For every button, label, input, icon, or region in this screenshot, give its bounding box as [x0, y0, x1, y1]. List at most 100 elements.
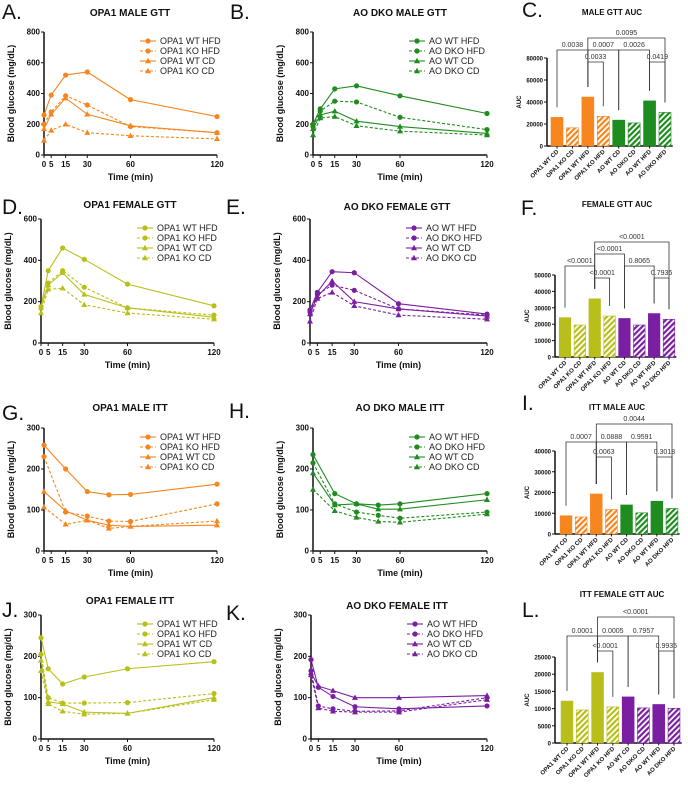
- x-tick-label: 60: [126, 556, 135, 565]
- data-point: [317, 114, 324, 121]
- x-tick-label: 5: [49, 160, 54, 169]
- legend-marker: [145, 434, 151, 440]
- y-tick-label: 100: [24, 693, 38, 702]
- y-tick-label: 600: [296, 58, 310, 67]
- x-tick-label: 30: [352, 160, 361, 169]
- data-point: [62, 94, 69, 101]
- data-point: [124, 309, 131, 316]
- bar: [635, 512, 648, 535]
- panel-f: F. FEMALE GTT AUC 0 10000 20000 30000 40000 500…: [521, 197, 677, 393]
- legend-label: AO WT HFD: [429, 36, 480, 46]
- y-tick-label: 0: [36, 151, 41, 160]
- bar: [621, 696, 635, 744]
- chart-title: AO DKO FEMALE GTT: [344, 202, 451, 213]
- data-point: [310, 469, 316, 476]
- significance-bracket: [656, 456, 673, 499]
- data-point: [45, 268, 51, 274]
- data-point: [484, 496, 490, 502]
- y-tick-label: 200: [293, 297, 307, 306]
- x-tick-label: AO DKO HFD: [637, 149, 669, 181]
- data-point: [351, 287, 357, 293]
- series-opa1-wt-cd: [38, 657, 217, 716]
- data-point: [329, 289, 336, 295]
- data-point: [395, 311, 402, 318]
- bar: [650, 500, 664, 535]
- data-point: [45, 700, 52, 707]
- data-point: [62, 507, 69, 514]
- series-line: [40, 654, 215, 704]
- data-point: [397, 505, 403, 512]
- significance-bracket: [595, 423, 673, 499]
- y-axis-label: AUC: [525, 693, 531, 707]
- series-line: [312, 454, 488, 506]
- y-tick-label: 100: [296, 506, 310, 515]
- legend-marker: [412, 621, 418, 627]
- series-opa1-ko-cd: [41, 121, 220, 143]
- y-tick-label: 5000: [538, 724, 552, 730]
- x-tick-label: 5: [318, 556, 323, 565]
- data-point: [106, 492, 112, 498]
- data-point: [81, 711, 88, 717]
- x-tick-label: 15: [330, 556, 339, 565]
- data-point: [127, 132, 134, 138]
- legend-marker: [411, 244, 417, 251]
- data-point: [81, 256, 87, 262]
- y-tick-label: 40000: [534, 450, 551, 456]
- data-point: [375, 502, 381, 508]
- data-point: [84, 129, 91, 135]
- series-line: [40, 670, 215, 715]
- y-tick-label: 20000: [534, 673, 551, 679]
- chart-title: MALE GTT AUC: [582, 8, 642, 17]
- bar: [637, 707, 650, 744]
- data-point: [124, 710, 131, 716]
- series-line: [43, 71, 218, 118]
- legend-marker: [145, 38, 151, 44]
- series-opa1-wt-hfd: [38, 245, 217, 310]
- y-tick-label: 0: [33, 735, 38, 744]
- series-opa1-wt-hfd: [38, 635, 217, 687]
- legend-label: AO DKO CD: [427, 649, 478, 659]
- x-tick-label: 120: [480, 348, 494, 357]
- bar: [596, 116, 610, 147]
- x-tick-label: 0: [39, 348, 44, 357]
- data-point: [84, 102, 90, 108]
- data-point: [317, 108, 323, 114]
- data-point: [127, 518, 134, 525]
- y-tick-label: 0: [303, 735, 308, 744]
- y-tick-label: 0: [305, 547, 310, 556]
- data-point: [214, 135, 220, 142]
- p-value-label: 0.7936: [651, 270, 673, 277]
- data-point: [484, 316, 490, 322]
- data-point: [484, 703, 490, 709]
- series-ao-wt-hfd: [308, 657, 490, 712]
- y-tick-label: 300: [296, 424, 310, 433]
- legend-label: AO WT HFD: [426, 223, 477, 233]
- series-line: [40, 637, 215, 685]
- legend-label: AO DKO CD: [429, 462, 480, 472]
- data-point: [331, 107, 338, 114]
- data-point: [45, 666, 51, 672]
- bar: [665, 508, 679, 535]
- y-axis-label: Blood glucose (mg/dL): [6, 441, 16, 539]
- y-tick-label: 0: [36, 547, 41, 556]
- data-point: [38, 309, 44, 316]
- data-point: [84, 488, 90, 495]
- bar: [591, 672, 604, 744]
- bar: [643, 100, 656, 147]
- y-axis-label: AUC: [525, 485, 531, 499]
- series-ao-dko-cd: [310, 113, 490, 138]
- x-axis-label: Time (min): [105, 360, 150, 370]
- series-line: [43, 506, 218, 530]
- data-point: [214, 521, 220, 528]
- legend-label: OPA1 WT HFD: [160, 432, 221, 442]
- x-tick-label: 15: [61, 160, 70, 169]
- x-tick-label: 15: [329, 744, 338, 753]
- bar: [618, 318, 631, 358]
- x-tick-label: 0: [42, 556, 47, 565]
- legend-marker: [145, 48, 151, 54]
- bar: [558, 317, 572, 358]
- data-point: [317, 111, 324, 118]
- series-line: [312, 116, 488, 136]
- chart-title: ITT FEMALE GTT AUC: [580, 590, 665, 599]
